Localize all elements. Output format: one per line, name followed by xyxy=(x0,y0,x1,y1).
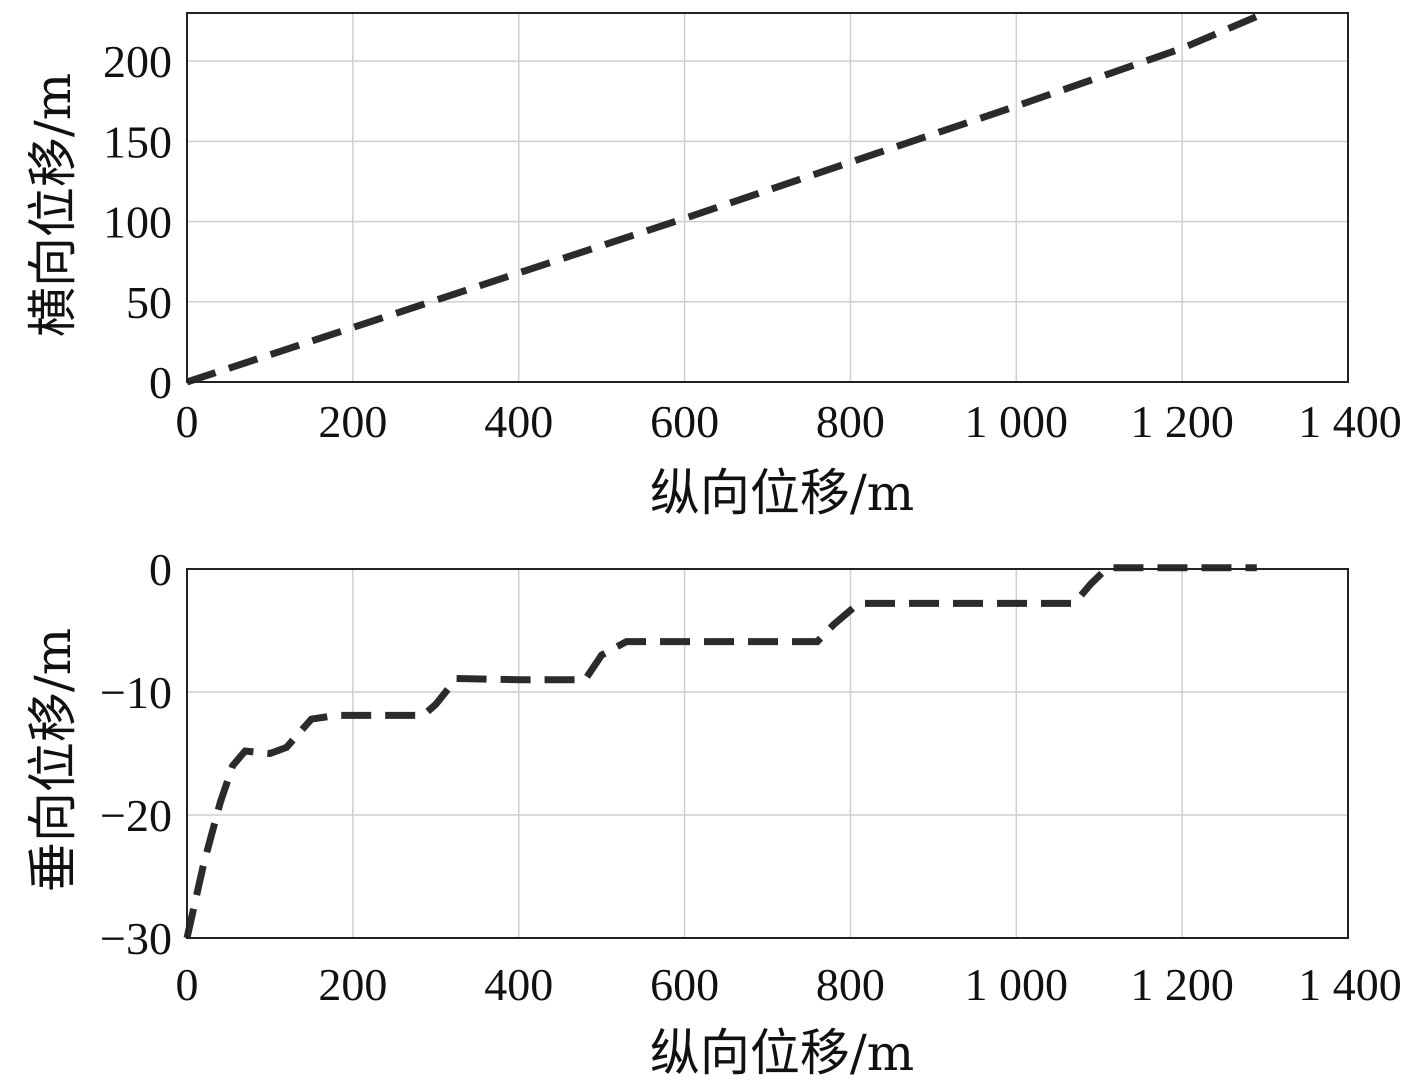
chart-top-x-axis-label: 纵向位移/m xyxy=(650,464,914,522)
chart-bottom-y-tick-label: −30 xyxy=(100,913,172,964)
chart-bottom-y-tick-label: 0 xyxy=(149,544,172,595)
chart-bottom-x-axis-label: 纵向位移/m xyxy=(650,1024,914,1082)
chart-top-plot-frame xyxy=(186,12,1349,383)
chart-top-x-tick-label: 1 400 xyxy=(1298,396,1402,447)
chart-bottom-x-tick-label: 1 400 xyxy=(1298,959,1402,1010)
chart-bottom-x-ticks: 0 200 400 600 800 1 000 1 200 1 400 xyxy=(176,959,1402,1010)
chart-top-y-tick-label: 150 xyxy=(103,116,172,167)
chart-top-y-tick-label: 100 xyxy=(103,197,172,248)
chart-bottom-x-tick-label: 800 xyxy=(816,959,885,1010)
chart-top-x-tick-label: 600 xyxy=(650,396,719,447)
chart-bottom-x-tick-label: 1 000 xyxy=(965,959,1069,1010)
chart-top-x-tick-label: 0 xyxy=(176,396,199,447)
chart-bottom-grid xyxy=(187,569,1348,938)
chart-bottom-x-tick-label: 200 xyxy=(318,959,387,1010)
chart-bottom-x-tick-label: 0 xyxy=(176,959,199,1010)
chart-bottom-y-tick-label: −20 xyxy=(100,790,172,841)
chart-top-series-line xyxy=(185,9,1267,386)
chart-top-y-tick-label: 200 xyxy=(103,36,172,87)
chart-top-y-axis-label: 横向位移/m xyxy=(24,73,82,337)
chart-top-x-tick-label: 400 xyxy=(484,396,553,447)
chart-bottom: 0 200 400 600 800 1 000 1 200 1 400 0−10−20−30 … xyxy=(24,544,1402,1082)
chart-bottom-x-tick-label: 600 xyxy=(650,959,719,1010)
chart-top-y-tick-label: 0 xyxy=(149,357,172,408)
chart-bottom-series-line xyxy=(183,564,1257,939)
chart-top-x-tick-label: 1 200 xyxy=(1130,396,1234,447)
chart-bottom-plot-frame xyxy=(186,568,1349,939)
chart-bottom-x-tick-label: 1 200 xyxy=(1130,959,1234,1010)
chart-bottom-y-axis-label: 垂向位移/m xyxy=(24,628,82,892)
chart-bottom-y-tick-label: −10 xyxy=(100,667,172,718)
chart-top-x-tick-label: 800 xyxy=(816,396,885,447)
chart-top: 0 200 400 600 800 1 000 1 200 1 400 0 50 100 150 20… xyxy=(24,9,1402,522)
chart-bottom-x-tick-label: 400 xyxy=(484,959,553,1010)
chart-top-y-tick-label: 50 xyxy=(126,277,172,328)
chart-bottom-y-ticks: 0 −10 −20 −30 xyxy=(100,544,172,964)
chart-top-x-tick-label: 1 000 xyxy=(965,396,1069,447)
chart-top-x-ticks: 0 200 400 600 800 1 000 1 200 1 400 xyxy=(176,396,1402,447)
chart-top-y-ticks: 0 50 100 150 200 xyxy=(103,36,172,408)
chart-top-x-tick-label: 200 xyxy=(318,396,387,447)
